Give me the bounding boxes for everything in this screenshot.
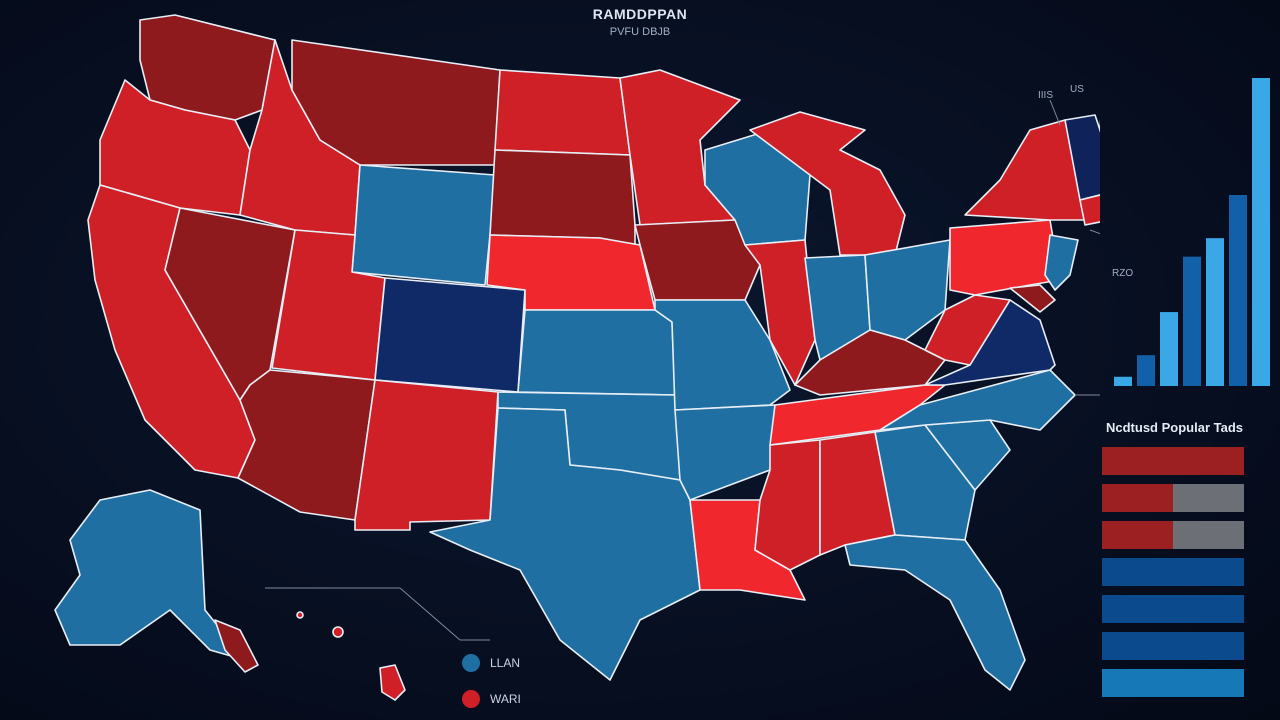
callout-label-top-right: US	[1070, 84, 1084, 95]
popular-vote-row-2	[1102, 521, 1244, 549]
popular-vote-row-4	[1102, 595, 1244, 623]
popular-vote-row-5	[1102, 632, 1244, 660]
callout-line	[1089, 229, 1100, 235]
state-arizona	[237, 369, 376, 521]
state-arkansas	[674, 404, 776, 501]
state-texas	[429, 407, 701, 681]
popular-vote-fill-0	[1102, 447, 1244, 475]
state-north-dakota	[494, 69, 631, 156]
state-pennsylvania	[949, 219, 1061, 296]
callout-label-top-left: IIIS	[1038, 90, 1054, 101]
state-south-dakota	[489, 149, 636, 246]
callout-line	[1049, 99, 1061, 126]
state-kansas	[517, 309, 676, 396]
legend-label-red: WARI	[490, 692, 521, 706]
popular-vote-row-6	[1102, 669, 1244, 697]
popular-vote-fill-5	[1102, 632, 1244, 660]
map-title: RAMDDPPAN	[592, 6, 688, 22]
electoral-bar-chart	[1114, 78, 1270, 386]
popular-vote-row-3	[1102, 558, 1244, 586]
bar-highlight-5	[1229, 195, 1247, 288]
state-connecticut	[1079, 194, 1100, 226]
legend-item-red: WARI	[462, 688, 582, 710]
bar-0	[1114, 376, 1132, 386]
bar-4	[1206, 238, 1224, 386]
legend-label-blue: LLAN	[490, 656, 521, 670]
state-florida	[844, 534, 1026, 691]
state-colorado	[374, 277, 526, 393]
popular-vote-title: Ncdtusd Popular Tads	[1106, 420, 1243, 435]
callout-line	[399, 587, 461, 641]
state-new-england-south	[1064, 114, 1100, 201]
popular-vote-fill-4	[1102, 595, 1244, 623]
popular-vote-fill-2	[1102, 521, 1173, 549]
state-hawaii-island-3	[296, 611, 304, 619]
popular-vote-fill-6	[1102, 669, 1244, 697]
popular-vote-fill-1	[1102, 484, 1173, 512]
legend-swatch-blue	[462, 654, 480, 672]
legend-swatch-red	[462, 690, 480, 708]
state-hawaii	[379, 664, 406, 701]
popular-vote-row-1	[1102, 484, 1244, 512]
map-legend: LLAN WARI	[462, 652, 582, 720]
bar-3	[1183, 256, 1201, 386]
state-michigan	[749, 111, 906, 256]
legend-item-blue: LLAN	[462, 652, 582, 674]
state-north-carolina	[879, 369, 1076, 431]
state-wyoming	[351, 164, 496, 286]
state-new-jersey	[1044, 234, 1079, 291]
popular-vote-panel: Ncdtusd Popular Tads	[1098, 420, 1268, 706]
callout-label-right: RZO	[1112, 268, 1134, 279]
popular-vote-rows	[1098, 447, 1268, 697]
popular-vote-row-0	[1102, 447, 1244, 475]
bar-6	[1252, 78, 1270, 386]
bar-2	[1160, 312, 1178, 386]
state-new-mexico	[354, 379, 499, 531]
state-ohio	[864, 239, 951, 341]
popular-vote-fill-3	[1102, 558, 1244, 586]
bar-1	[1137, 355, 1155, 386]
state-hawaii-island-2	[332, 626, 344, 638]
us-map	[54, 14, 1100, 701]
state-alaska	[54, 489, 246, 661]
state-maryland	[1009, 284, 1056, 313]
map-subtitle: PVFU DBJB	[609, 26, 671, 38]
state-alaska-panhandle	[214, 619, 259, 673]
